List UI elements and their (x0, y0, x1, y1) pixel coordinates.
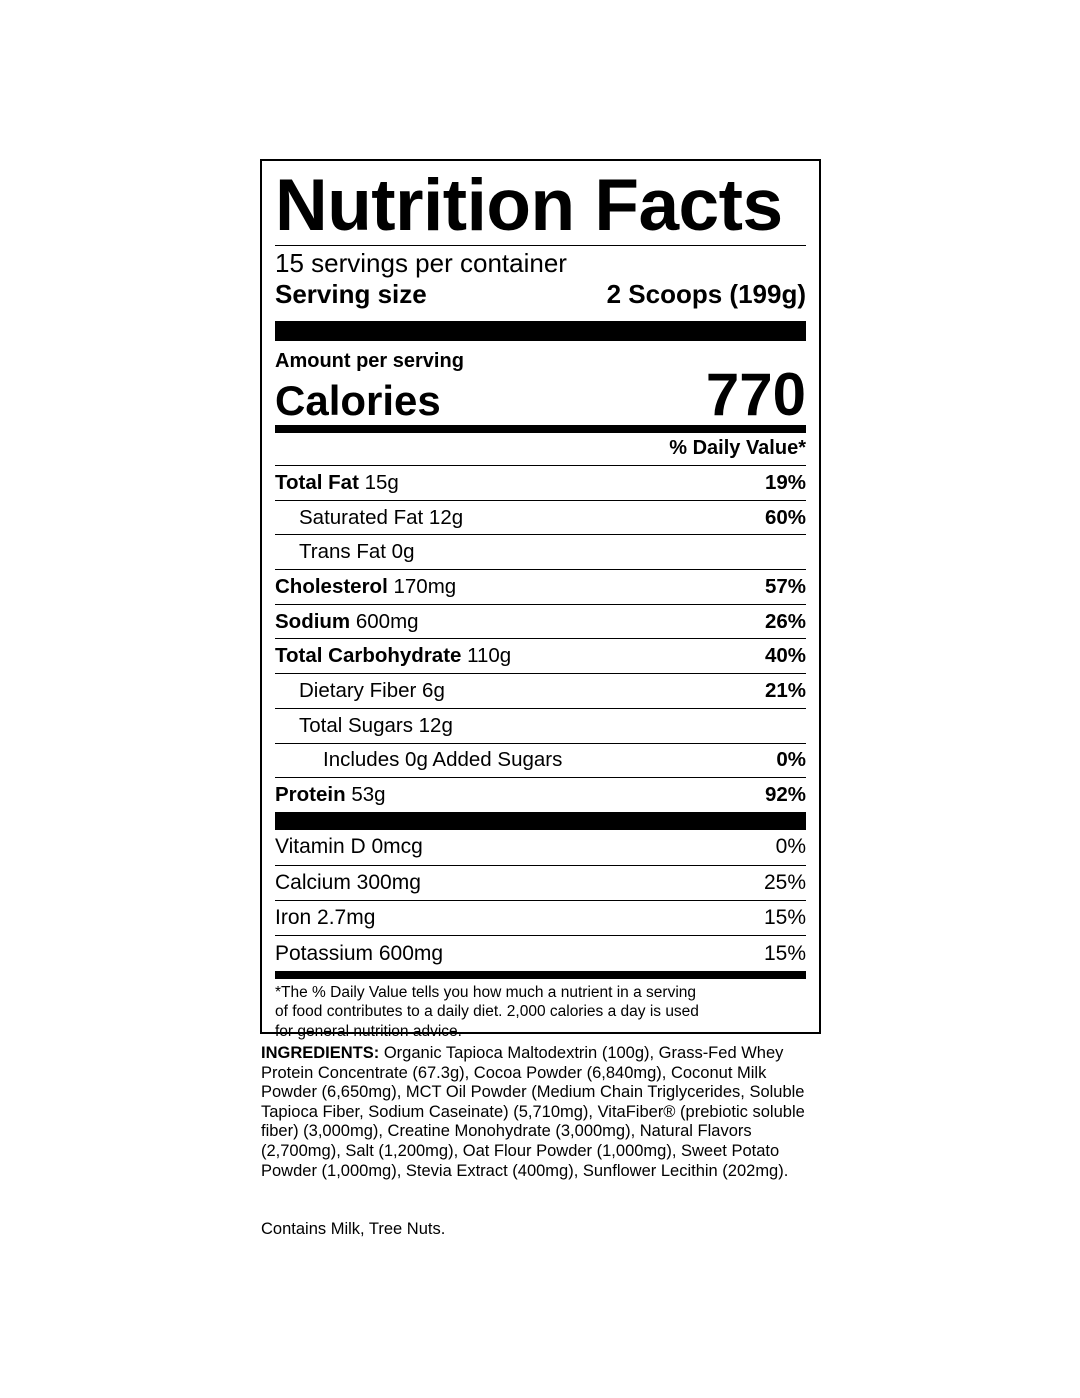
nutrient-amount: 0g (391, 540, 415, 564)
daily-value-header: % Daily Value* (669, 437, 806, 459)
nutrient-name: Protein (275, 783, 346, 807)
thick-divider (275, 321, 806, 341)
nutrient-name: Sodium (275, 609, 351, 633)
vitamin-list: Vitamin D 0mcg 0% Calcium 300mg 25% Iron 2.7… (275, 830, 806, 971)
vitamin-daily-value: 15% (763, 906, 806, 930)
nutrient-label: Includes 0g Added Sugars (275, 748, 562, 772)
medium-divider (275, 970, 806, 979)
vitamin-row: Iron 2.7mg 15% (275, 900, 806, 935)
serving-size-label: Serving size (275, 279, 427, 309)
nutrition-facts-panel: Nutrition Facts 15 servings per containe… (260, 159, 821, 1040)
vitamin-daily-value: 25% (763, 871, 806, 895)
nutrient-amount: 12g (418, 713, 453, 737)
nutrient-amount: 15g (364, 470, 399, 494)
nutrient-label: Sodium 600mg (275, 610, 419, 634)
nutrient-row: Cholesterol 170mg 57% (275, 569, 806, 604)
nutrient-label: Total Fat 15g (275, 471, 399, 495)
nutrient-row: Protein 53g 92% (275, 777, 806, 812)
nutrient-daily-value: 21% (764, 678, 806, 702)
nutrient-daily-value: 92% (764, 783, 806, 807)
calories-label: Calories (275, 377, 441, 424)
panel-title: Nutrition Facts (275, 165, 783, 246)
nutrient-row: Saturated Fat 12g 60% (275, 499, 806, 535)
nutrient-row: Total Sugars 12g (275, 707, 806, 743)
footnote: *The % Daily Value tells you how much a … (275, 983, 699, 1040)
nutrient-name: Dietary Fiber (299, 678, 417, 702)
nutrient-name: Cholesterol (275, 574, 388, 598)
nutrient-row: Total Carbohydrate 110g 40% (275, 638, 806, 673)
vitamin-daily-value: 0% (775, 835, 806, 859)
allergen-statement: Contains Milk, Tree Nuts. (261, 1220, 446, 1238)
nutrient-name: Trans Fat (299, 540, 386, 564)
nutrient-name: Total Fat (275, 470, 359, 494)
amount-per-serving: Amount per serving (275, 350, 464, 372)
nutrient-amount: 6g (422, 678, 445, 702)
nutrient-name: Includes 0g Added Sugars (323, 748, 563, 772)
nutrient-daily-value: 19% (764, 470, 806, 494)
calories-value: 770 (705, 361, 806, 428)
thick-divider (275, 811, 806, 830)
ingredients-text: Organic Tapioca Maltodextrin (100g), Gra… (261, 1044, 805, 1180)
medium-divider (275, 425, 806, 433)
divider (275, 245, 806, 246)
nutrient-daily-value: 40% (764, 644, 806, 668)
nutrient-amount: 170mg (393, 574, 457, 598)
nutrient-label: Dietary Fiber 6g (275, 679, 445, 703)
nutrient-label: Cholesterol 170mg (275, 575, 456, 599)
nutrient-daily-value: 26% (764, 609, 806, 633)
nutrient-row: Includes 0g Added Sugars 0% (275, 742, 806, 778)
nutrient-amount: 53g (351, 783, 386, 807)
nutrient-amount: 110g (467, 644, 512, 668)
nutrient-label: Saturated Fat 12g (275, 506, 463, 530)
nutrient-row: Sodium 600mg 26% (275, 603, 806, 639)
vitamin-daily-value: 15% (763, 941, 806, 965)
vitamin-name: Iron 2.7mg (275, 906, 376, 930)
nutrient-row: Trans Fat 0g (275, 534, 806, 569)
nutrient-row: Dietary Fiber 6g 21% (275, 673, 806, 708)
nutrient-label: Protein 53g (275, 783, 386, 807)
nutrient-amount: 600mg (355, 609, 419, 633)
nutrient-label: Trans Fat 0g (275, 540, 414, 564)
vitamin-name: Calcium 300mg (275, 871, 421, 895)
vitamin-row: Vitamin D 0mcg 0% (275, 830, 806, 865)
serving-size-value: 2 Scoops (199g) (606, 279, 806, 309)
calories-row: Calories 770 (275, 365, 806, 425)
nutrient-daily-value: 57% (764, 574, 806, 598)
nutrient-label: Total Sugars 12g (275, 714, 453, 738)
servings-per-container: 15 servings per container (275, 248, 567, 278)
nutrient-name: Saturated Fat (299, 505, 424, 529)
nutrient-name: Total Carbohydrate (275, 644, 462, 668)
nutrient-row: Total Fat 15g 19% (275, 465, 806, 500)
ingredients-label: INGREDIENTS: (261, 1044, 380, 1062)
nutrient-daily-value: 60% (764, 505, 806, 529)
nutrient-amount: 12g (428, 505, 464, 529)
ingredients: INGREDIENTS: Organic Tapioca Maltodextri… (261, 1044, 826, 1181)
vitamin-name: Vitamin D 0mcg (275, 835, 423, 859)
nutrient-name: Total Sugars (299, 713, 413, 737)
nutrient-daily-value: 0% (776, 748, 806, 772)
nutrient-label: Total Carbohydrate 110g (275, 644, 511, 668)
vitamin-row: Calcium 300mg 25% (275, 865, 806, 900)
vitamin-name: Potassium 600mg (275, 941, 444, 965)
vitamin-row: Potassium 600mg 15% (275, 935, 806, 970)
nutrient-list: Total Fat 15g 19% Saturated Fat 12g 60% Tran… (275, 465, 806, 812)
serving-size-row: Serving size 2 Scoops (199g) (275, 278, 806, 310)
